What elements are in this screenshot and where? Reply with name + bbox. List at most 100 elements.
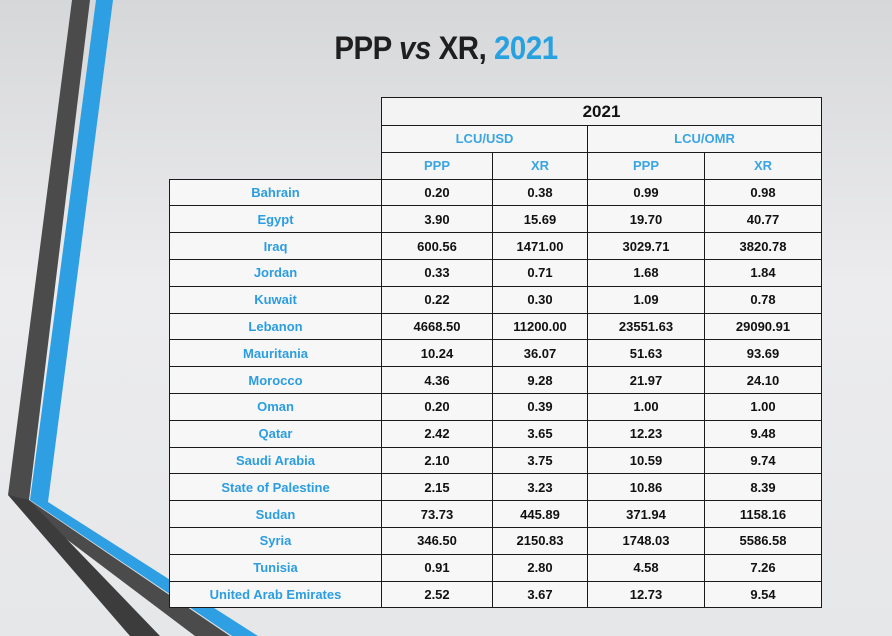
- value-cell-omr-xr: 1.84: [703, 258, 823, 287]
- value-cell-usd-ppp: 4.36: [381, 366, 493, 394]
- value-cell-usd-ppp: 0.91: [381, 553, 493, 582]
- value-cell-omr-ppp: 12.73: [587, 580, 705, 609]
- value-cell-omr-xr: 3820.78: [703, 232, 823, 260]
- table-row: Oman 0.20 0.39 1.00 1.00: [169, 392, 823, 421]
- table-row: United Arab Emirates 2.52 3.67 12.73 9.54: [169, 580, 823, 609]
- value-cell-omr-ppp: 1748.03: [587, 526, 705, 555]
- value-cell-omr-ppp: 371.94: [587, 500, 705, 528]
- table-row: Lebanon 4668.50 11200.00 23551.63 29090.91: [169, 312, 823, 341]
- blue-stripe: [30, 0, 258, 636]
- subheader-omr-ppp: PPP: [587, 151, 705, 180]
- value-cell-omr-xr: 24.10: [703, 366, 823, 394]
- value-cell-omr-ppp: 1.09: [587, 285, 705, 314]
- country-cell: Lebanon: [169, 312, 382, 341]
- country-cell: Oman: [169, 392, 382, 421]
- page-title: PPP vs XR, 2021: [36, 30, 857, 67]
- title-xr: XR,: [438, 30, 487, 66]
- table-year-header: 2021: [380, 97, 823, 126]
- subheader-usd-xr: XR: [492, 151, 588, 180]
- value-cell-omr-xr: 1158.16: [703, 500, 823, 528]
- table-corner-blank: [170, 98, 382, 126]
- title-vs: vs: [399, 30, 431, 66]
- value-cell-omr-ppp: 10.86: [587, 473, 705, 502]
- value-cell-omr-ppp: 51.63: [587, 339, 705, 368]
- value-cell-usd-ppp: 2.42: [381, 419, 493, 448]
- country-cell: Mauritania: [169, 339, 382, 368]
- value-cell-omr-xr: 0.98: [703, 178, 823, 207]
- value-cell-omr-ppp: 4.58: [587, 553, 705, 582]
- value-cell-omr-xr: 7.26: [703, 553, 823, 582]
- table-row: Jordan 0.33 0.71 1.68 1.84: [169, 258, 823, 287]
- value-cell-omr-xr: 8.39: [703, 473, 823, 502]
- table-row: Morocco 4.36 9.28 21.97 24.10: [169, 366, 823, 394]
- value-cell-omr-ppp: 1.68: [587, 258, 705, 287]
- value-cell-usd-xr: 0.39: [492, 392, 588, 421]
- country-cell: Sudan: [169, 500, 382, 528]
- table-row: Qatar 2.42 3.65 12.23 9.48: [169, 419, 823, 448]
- value-cell-omr-ppp: 3029.71: [587, 232, 705, 260]
- value-cell-usd-xr: 2150.83: [492, 526, 588, 555]
- value-cell-usd-ppp: 0.22: [381, 285, 493, 314]
- value-cell-omr-ppp: 0.99: [587, 178, 705, 207]
- table-row: Mauritania 10.24 36.07 51.63 93.69: [169, 339, 823, 368]
- group-header-lcu-omr: LCU/OMR: [586, 125, 823, 153]
- table-group-row: LCU/USD LCU/OMR: [170, 125, 823, 153]
- ppp-xr-table: 2021 LCU/USD LCU/OMR PPP XR PPP XR Bahra…: [169, 97, 823, 609]
- table-corner-blank: [170, 152, 382, 179]
- value-cell-omr-xr: 5586.58: [703, 526, 823, 555]
- table-row: State of Palestine 2.15 3.23 10.86 8.39: [169, 473, 823, 502]
- value-cell-usd-xr: 3.23: [492, 473, 588, 502]
- value-cell-usd-ppp: 2.10: [381, 446, 493, 475]
- value-cell-usd-xr: 36.07: [492, 339, 588, 368]
- value-cell-omr-xr: 93.69: [703, 339, 823, 368]
- value-cell-usd-ppp: 0.20: [381, 392, 493, 421]
- value-cell-usd-ppp: 2.52: [381, 580, 493, 609]
- title-ppp: PPP: [334, 30, 392, 66]
- dark-stripe-lower: [8, 495, 160, 636]
- value-cell-omr-xr: 9.48: [703, 419, 823, 448]
- subheader-usd-ppp: PPP: [381, 151, 493, 180]
- table-subheader-row: PPP XR PPP XR: [170, 151, 823, 180]
- value-cell-omr-xr: 29090.91: [703, 312, 823, 341]
- value-cell-usd-xr: 0.38: [492, 178, 588, 207]
- country-cell: Jordan: [169, 258, 382, 287]
- value-cell-omr-xr: 9.54: [703, 580, 823, 609]
- value-cell-usd-ppp: 0.20: [381, 178, 493, 207]
- value-cell-usd-xr: 3.65: [492, 419, 588, 448]
- country-cell: State of Palestine: [169, 473, 382, 502]
- value-cell-usd-xr: 9.28: [492, 366, 588, 394]
- country-cell: Syria: [169, 526, 382, 555]
- value-cell-omr-ppp: 12.23: [587, 419, 705, 448]
- country-cell: Morocco: [169, 366, 382, 394]
- value-cell-usd-xr: 3.67: [492, 580, 588, 609]
- table-year-row: 2021: [170, 97, 823, 126]
- value-cell-usd-ppp: 10.24: [381, 339, 493, 368]
- value-cell-omr-ppp: 19.70: [587, 205, 705, 234]
- value-cell-usd-ppp: 600.56: [381, 232, 493, 260]
- country-cell: Qatar: [169, 419, 382, 448]
- title-year: 2021: [494, 30, 558, 66]
- table-row: Saudi Arabia 2.10 3.75 10.59 9.74: [169, 446, 823, 475]
- value-cell-usd-ppp: 2.15: [381, 473, 493, 502]
- value-cell-omr-xr: 9.74: [703, 446, 823, 475]
- country-cell: Saudi Arabia: [169, 446, 382, 475]
- table-row: Iraq 600.56 1471.00 3029.71 3820.78: [169, 232, 823, 260]
- table-row: Egypt 3.90 15.69 19.70 40.77: [169, 205, 823, 234]
- value-cell-omr-ppp: 23551.63: [587, 312, 705, 341]
- value-cell-usd-xr: 11200.00: [492, 312, 588, 341]
- value-cell-omr-ppp: 10.59: [587, 446, 705, 475]
- subheader-omr-xr: XR: [703, 151, 823, 180]
- table-row: Bahrain 0.20 0.38 0.99 0.98: [169, 178, 823, 207]
- table-row: Syria 346.50 2150.83 1748.03 5586.58: [169, 526, 823, 555]
- country-cell: Iraq: [169, 232, 382, 260]
- value-cell-usd-xr: 2.80: [492, 553, 588, 582]
- value-cell-usd-xr: 0.30: [492, 285, 588, 314]
- dark-stripe: [8, 0, 230, 636]
- table-corner-blank: [170, 126, 382, 153]
- country-cell: Bahrain: [169, 178, 382, 207]
- table-body: Bahrain 0.20 0.38 0.99 0.98 Egypt 3.90 15.69 19.…: [169, 178, 823, 609]
- group-header-lcu-usd: LCU/USD: [381, 125, 588, 153]
- value-cell-usd-xr: 445.89: [492, 500, 588, 528]
- value-cell-omr-xr: 40.77: [703, 205, 823, 234]
